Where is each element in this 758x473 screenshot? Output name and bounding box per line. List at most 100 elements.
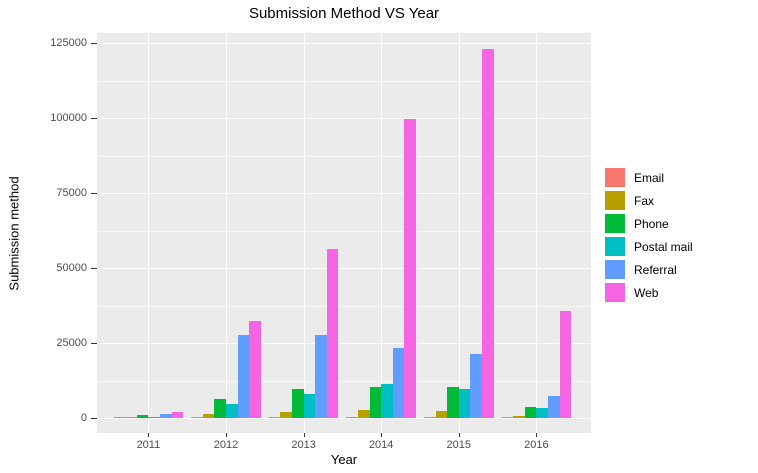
x-tick-mark-2012 xyxy=(226,433,227,437)
gridline-major-125000 xyxy=(97,43,591,44)
bar-email-2011 xyxy=(113,417,126,418)
legend-item-email: Email xyxy=(605,168,693,187)
x-tick-mark-2014 xyxy=(381,433,383,437)
legend-item-web: Web xyxy=(605,283,693,302)
gridline-vertical-2016 xyxy=(536,33,538,433)
bar-phone-2015 xyxy=(447,387,459,418)
bar-postal-mail-2013 xyxy=(303,394,316,418)
y-tick-label-0: 0 xyxy=(80,412,87,424)
gridline-vertical-2015 xyxy=(458,33,460,433)
y-tick-label-75000: 75000 xyxy=(56,187,87,199)
bar-fax-2013 xyxy=(280,412,292,418)
bar-email-2014 xyxy=(346,416,358,418)
plot-title: Submission Method VS Year xyxy=(248,5,440,22)
bar-postal-mail-2016 xyxy=(536,408,549,418)
y-tick-mark-50000 xyxy=(91,268,97,269)
gridline-minor-87500 xyxy=(97,155,591,157)
gridline-minor-12500 xyxy=(97,380,591,382)
y-tick-mark-125000 xyxy=(91,43,97,44)
bar-fax-2011 xyxy=(125,417,137,418)
y-axis-title: Submission method xyxy=(6,176,22,291)
x-tick-mark-2011 xyxy=(148,433,150,437)
gridline-major-50000 xyxy=(97,268,591,269)
bar-phone-2011 xyxy=(136,415,149,418)
bar-email-2013 xyxy=(268,416,281,418)
legend-label-referral: Referral xyxy=(634,262,677,277)
bar-web-2011 xyxy=(171,412,184,418)
bar-email-2015 xyxy=(423,416,436,418)
gridline-minor-37500 xyxy=(97,305,591,307)
legend-label-web: Web xyxy=(634,285,659,300)
bar-postal-mail-2014 xyxy=(381,384,393,418)
legend-item-postal-mail: Postal mail xyxy=(605,237,693,256)
bar-fax-2016 xyxy=(513,415,525,418)
x-axis-title: Year xyxy=(330,452,358,467)
gridline-minor-62500 xyxy=(97,230,591,232)
bar-phone-2012 xyxy=(214,398,226,418)
bar-postal-mail-2012 xyxy=(226,403,238,418)
bar-phone-2013 xyxy=(291,388,304,418)
legend-item-fax: Fax xyxy=(605,191,693,210)
bar-email-2016 xyxy=(501,417,514,418)
y-tick-label-125000: 125000 xyxy=(50,37,87,49)
bar-web-2014 xyxy=(404,118,417,418)
legend-swatch-email xyxy=(605,168,625,187)
legend-label-postal-mail: Postal mail xyxy=(634,239,693,254)
bar-referral-2013 xyxy=(315,335,327,418)
y-tick-mark-0 xyxy=(91,418,97,419)
gridline-major-25000 xyxy=(97,343,591,344)
bar-fax-2012 xyxy=(202,413,215,418)
gridline-vertical-2014 xyxy=(381,33,383,433)
x-tick-label-2016: 2016 xyxy=(524,439,549,451)
bar-web-2016 xyxy=(559,310,572,418)
bar-referral-2015 xyxy=(470,353,483,418)
legend-swatch-referral xyxy=(605,260,625,279)
y-tick-label-50000: 50000 xyxy=(56,262,87,274)
gridline-minor-112500 xyxy=(97,80,591,82)
x-tick-mark-2016 xyxy=(536,433,538,437)
legend-label-phone: Phone xyxy=(634,216,669,231)
gridline-vertical-2013 xyxy=(303,33,305,433)
y-tick-label-25000: 25000 xyxy=(56,337,87,349)
bar-referral-2011 xyxy=(160,414,172,418)
bar-fax-2015 xyxy=(435,410,448,418)
legend-item-phone: Phone xyxy=(605,214,693,233)
legend-swatch-web xyxy=(605,283,625,302)
x-tick-mark-2013 xyxy=(303,433,305,437)
legend-swatch-fax xyxy=(605,191,625,210)
gridline-major-100000 xyxy=(97,118,591,119)
x-tick-label-2011: 2011 xyxy=(136,439,161,451)
gridline-vertical-2012 xyxy=(226,33,227,433)
bar-phone-2014 xyxy=(369,387,382,418)
y-tick-mark-25000 xyxy=(91,343,97,344)
bar-referral-2014 xyxy=(392,347,405,418)
x-tick-mark-2015 xyxy=(458,433,460,437)
plot-panel xyxy=(97,33,591,433)
bar-postal-mail-2015 xyxy=(458,388,471,418)
legend-swatch-phone xyxy=(605,214,625,233)
bar-web-2013 xyxy=(326,248,339,418)
legend-item-referral: Referral xyxy=(605,260,693,279)
legend-label-fax: Fax xyxy=(634,193,655,208)
gridline-major-75000 xyxy=(97,193,591,194)
legend: Email Fax Phone Postal mail Referral Web xyxy=(605,168,693,306)
bar-postal-mail-2011 xyxy=(148,416,161,418)
x-tick-label-2013: 2013 xyxy=(291,439,316,451)
y-tick-label-100000: 100000 xyxy=(50,112,87,124)
bar-web-2015 xyxy=(482,49,494,418)
bar-web-2012 xyxy=(249,321,261,418)
y-tick-mark-100000 xyxy=(91,118,97,119)
x-tick-label-2015: 2015 xyxy=(446,439,472,451)
x-tick-label-2014: 2014 xyxy=(368,439,394,451)
bar-phone-2016 xyxy=(524,407,537,418)
bar-fax-2014 xyxy=(357,410,370,418)
y-tick-mark-75000 xyxy=(91,193,97,194)
bar-email-2012 xyxy=(191,416,203,418)
legend-swatch-postal-mail xyxy=(605,237,625,256)
x-tick-label-2012: 2012 xyxy=(213,439,239,451)
gridline-vertical-2011 xyxy=(148,33,150,433)
legend-label-email: Email xyxy=(634,170,665,185)
bar-referral-2012 xyxy=(237,335,250,418)
gridline-major-0 xyxy=(97,418,591,419)
